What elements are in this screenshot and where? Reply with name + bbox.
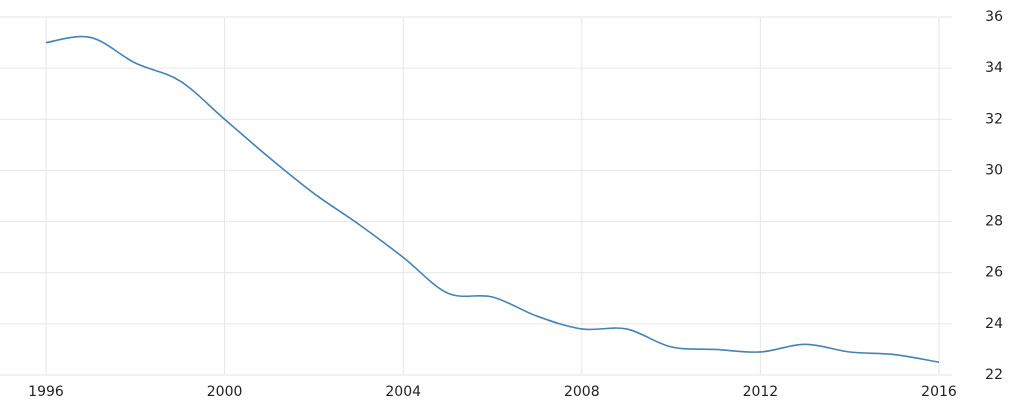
y-tick-label: 22 xyxy=(985,367,1003,383)
x-tick-label: 2016 xyxy=(921,384,957,400)
line-series xyxy=(45,35,940,364)
y-tick-label: 34 xyxy=(985,60,1003,76)
x-tick-label: 1996 xyxy=(28,384,64,400)
y-tick-label: 26 xyxy=(985,265,1003,281)
x-tick-label: 2012 xyxy=(743,384,779,400)
x-tick-label: 2000 xyxy=(207,384,243,400)
x-tick-label: 2004 xyxy=(385,384,421,400)
y-tick-label: 28 xyxy=(985,214,1003,230)
y-tick-label: 36 xyxy=(985,9,1003,25)
y-tick-label: 32 xyxy=(985,111,1003,127)
x-tick-label: 2008 xyxy=(564,384,600,400)
y-tick-label: 30 xyxy=(985,162,1003,178)
y-tick-label: 24 xyxy=(985,316,1003,332)
